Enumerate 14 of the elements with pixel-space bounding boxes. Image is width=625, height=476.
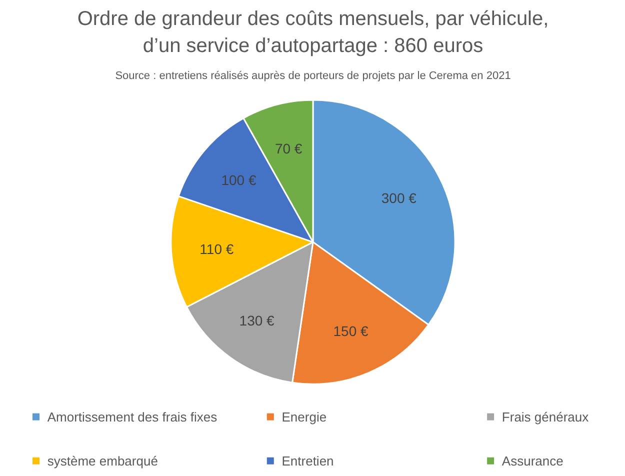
legend-label: Frais généraux [502,409,590,424]
data-label: 100 € [221,172,256,188]
chart-title: Ordre de grandeur des coûts mensuels, par véhicule, d’un service d’autopartage : 860 euros [77,8,549,57]
source-note: Source : entretiens réalisés auprès de porteurs de projets par le Cerema en 2021 [115,70,511,82]
legend-label: système embarqué [47,453,158,468]
legend-label: Energie [282,409,327,424]
data-label: 70 € [274,140,302,157]
data-label: 110 € [200,241,234,258]
legend-label: Entretien [282,453,334,468]
data-label: 150 € [333,322,369,339]
data-label: 130 € [239,312,275,329]
legend-label: Assurance [502,453,564,468]
data-label: 300 € [381,190,417,206]
legend-label: Amortissement des frais fixes [47,409,218,424]
